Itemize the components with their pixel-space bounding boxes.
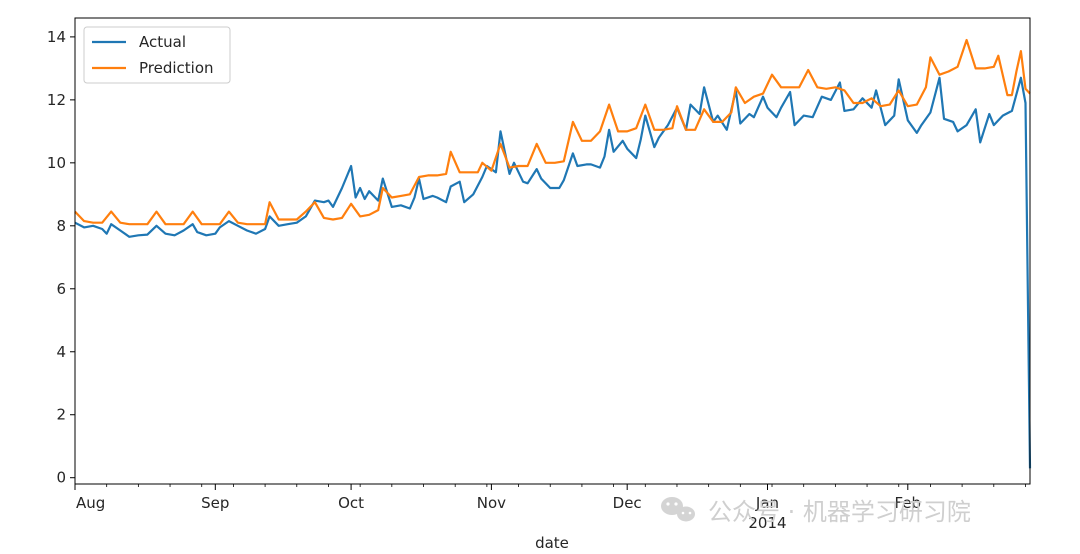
axes-frame — [74, 17, 1031, 485]
series-line-actual — [74, 76, 1032, 469]
y-tick-label: 0 — [56, 469, 66, 487]
watermark: 公众号 · 机器学习研习院 — [661, 497, 971, 526]
legend-label-actual: Actual — [139, 33, 186, 51]
legend: Actual Prediction — [83, 26, 231, 84]
x-tick-year-label: 2014 — [748, 514, 786, 532]
y-tick-label: 6 — [56, 280, 66, 298]
x-tick-label: Dec — [613, 494, 642, 512]
y-tick-label: 8 — [56, 217, 66, 235]
axes-layer: 0 2 4 6 8 10 12 14 Aug Sep Oct Nov Dec Jan 2014 Feb — [47, 17, 1031, 532]
watermark-text: 公众号 · 机器学习研习院 — [708, 498, 971, 526]
x-tick-label: Nov — [477, 494, 506, 512]
legend-label-prediction: Prediction — [139, 59, 214, 77]
y-tick-label: 2 — [56, 406, 66, 424]
x-tick-label: Aug — [76, 494, 105, 512]
series-layer — [74, 38, 1032, 469]
x-tick-label: Oct — [338, 494, 364, 512]
x-tick-label: Feb — [895, 494, 922, 512]
y-tick-label: 10 — [47, 154, 66, 172]
x-axis-label: date — [535, 534, 569, 552]
series-line-prediction — [74, 38, 1031, 226]
x-tick-label: Jan — [755, 494, 779, 512]
y-tick-label: 4 — [56, 343, 66, 361]
y-tick-label: 12 — [47, 91, 66, 109]
x-tick-label: Sep — [201, 494, 229, 512]
wechat-icon — [661, 497, 695, 522]
y-tick-label: 14 — [47, 28, 66, 46]
